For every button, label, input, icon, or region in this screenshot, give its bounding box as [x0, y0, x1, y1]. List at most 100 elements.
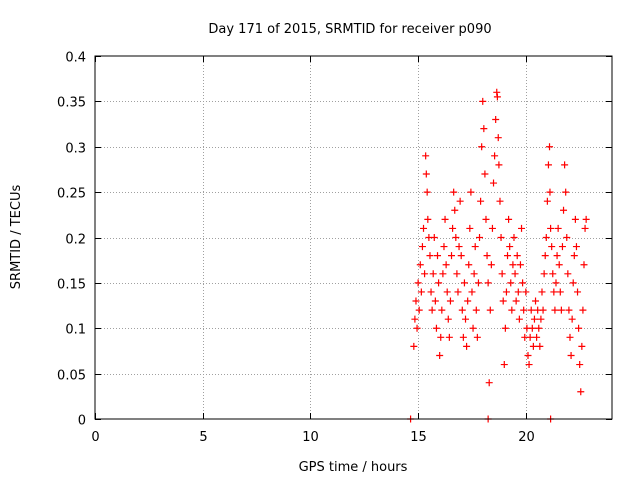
data-point [439, 270, 447, 278]
data-point [446, 297, 454, 305]
data-point [460, 279, 468, 287]
y-tick-label: 0.3 [65, 142, 86, 157]
x-tick-label: 0 [91, 430, 99, 445]
data-point [411, 315, 419, 323]
data-point [435, 279, 443, 287]
data-point [526, 333, 534, 341]
data-point [505, 215, 513, 223]
data-point [507, 279, 515, 287]
data-point [493, 93, 501, 101]
plot-frame [94, 55, 613, 420]
data-point [546, 143, 554, 151]
data-point [516, 261, 524, 269]
y-tick-label: 0.4 [65, 51, 86, 66]
data-point [558, 243, 566, 251]
grid-layer [95, 56, 612, 419]
data-point [567, 351, 575, 359]
data-point [472, 306, 480, 314]
data-point [450, 188, 458, 196]
data-point [556, 288, 564, 296]
data-point [468, 288, 476, 296]
y-tick-label: 0.05 [57, 369, 86, 384]
data-point [477, 197, 485, 205]
data-point [434, 252, 442, 260]
data-point [430, 234, 438, 241]
tick-label-layer: 0 5 10 15 20 0 0.05 0.1 0.15 0.2 0.25 0.3 0.35 0.4 [57, 51, 535, 446]
data-point [572, 243, 580, 251]
data-point [465, 261, 473, 269]
data-point [421, 270, 429, 278]
data-point [412, 297, 420, 305]
data-point [561, 161, 569, 169]
data-point [554, 224, 562, 232]
data-point [569, 279, 577, 287]
data-point [543, 197, 551, 205]
data-point [462, 315, 470, 323]
data-point [571, 215, 579, 223]
data-point [497, 234, 505, 241]
data-point [500, 361, 508, 369]
data-point [423, 188, 431, 196]
data-point [429, 270, 437, 278]
data-point [484, 279, 492, 287]
data-point [470, 270, 478, 278]
data-point [426, 252, 434, 260]
data-point [496, 197, 504, 205]
data-point [453, 270, 461, 278]
data-point [518, 224, 526, 232]
y-tick-label: 0.35 [57, 96, 86, 111]
data-point [550, 288, 558, 296]
data-point [514, 288, 522, 296]
data-point [563, 234, 571, 241]
data-point [431, 297, 439, 305]
data-point [466, 224, 474, 232]
data-point [440, 243, 448, 251]
data-point [527, 306, 535, 314]
data-point [479, 97, 487, 105]
data-point [414, 279, 422, 287]
y-tick-label: 0.2 [65, 233, 86, 248]
data-point [448, 252, 456, 260]
data-point [501, 324, 509, 332]
data-point [553, 252, 561, 260]
data-point [452, 234, 460, 241]
data-point [568, 315, 576, 323]
data-point [488, 224, 496, 232]
data-point [490, 179, 498, 187]
data-point [575, 324, 583, 332]
data-point [538, 288, 546, 296]
y-tick-label: 0.15 [57, 278, 86, 293]
data-point [441, 215, 449, 223]
y-tick-label: 0.25 [57, 187, 86, 202]
data-point [436, 351, 444, 359]
data-point [478, 143, 486, 151]
x-tick-label: 10 [302, 430, 319, 445]
data-point [525, 361, 533, 369]
data-point [520, 306, 528, 314]
data-point [504, 252, 512, 260]
x-tick-label: 20 [518, 430, 535, 445]
data-point [455, 243, 463, 251]
data-point [510, 234, 518, 241]
data-point [506, 243, 514, 251]
data-point [533, 333, 541, 341]
data-point [459, 333, 467, 341]
data-point [549, 270, 557, 278]
data-point [427, 288, 435, 296]
data-point [565, 306, 573, 314]
data-point [524, 351, 532, 359]
data-point [428, 306, 436, 314]
data-point [508, 306, 516, 314]
data-point [457, 252, 465, 260]
data-point [469, 324, 477, 332]
data-point [416, 261, 424, 269]
data-point [437, 333, 445, 341]
data-point [487, 261, 495, 269]
x-tick-label: 15 [410, 430, 427, 445]
data-point [456, 197, 464, 205]
data-point [578, 342, 586, 350]
data-point [451, 206, 459, 214]
data-point [552, 279, 560, 287]
data-point [564, 270, 572, 278]
data-point [476, 234, 484, 241]
